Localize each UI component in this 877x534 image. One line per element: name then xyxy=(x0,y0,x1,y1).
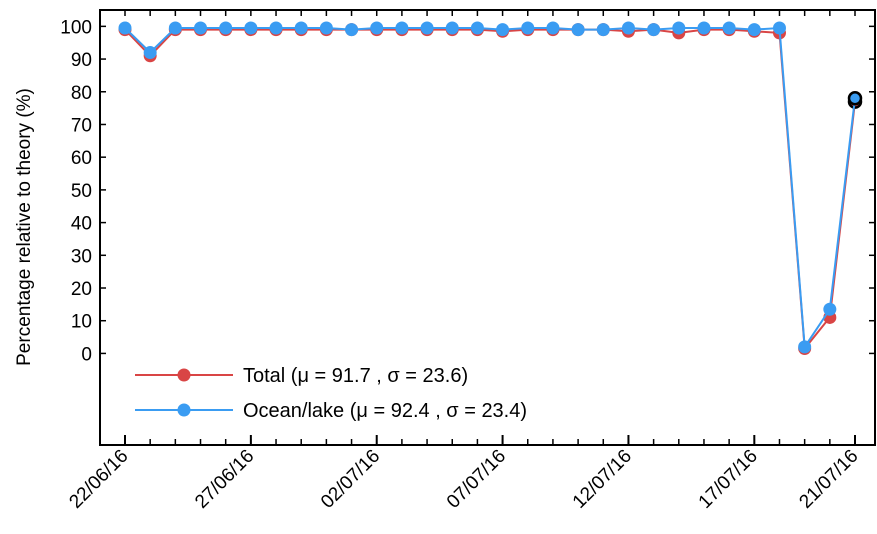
legend-swatch-marker xyxy=(177,403,191,417)
data-point xyxy=(118,21,132,35)
y-tick-label: 30 xyxy=(71,246,92,267)
data-point xyxy=(345,23,359,37)
y-axis: 0 10 20 30 40 50 60 70 80 90 100 xyxy=(60,17,875,365)
y-tick-label: 10 xyxy=(71,312,92,333)
y-tick-label: 60 xyxy=(71,148,92,169)
series-layer xyxy=(118,21,863,356)
data-point xyxy=(445,21,459,35)
data-point xyxy=(143,46,157,60)
x-tick-label: 12/07/16 xyxy=(569,446,636,513)
data-point xyxy=(672,21,686,35)
data-point xyxy=(621,21,635,35)
data-point xyxy=(798,340,812,354)
x-tick-label: 02/07/16 xyxy=(317,446,384,513)
y-axis-label: Percentage relative to theory (%) xyxy=(14,88,35,366)
series-line xyxy=(124,26,856,350)
x-tick-label: 22/06/16 xyxy=(65,446,132,513)
data-point xyxy=(847,91,863,106)
y-tick-label: 0 xyxy=(81,344,92,365)
data-point xyxy=(168,21,182,35)
data-point xyxy=(395,21,409,35)
data-point xyxy=(722,21,736,35)
data-point xyxy=(772,21,786,35)
data-point xyxy=(269,21,283,35)
data-point xyxy=(521,21,535,35)
x-tick-label: 27/06/16 xyxy=(191,446,258,513)
data-point xyxy=(823,302,837,316)
data-point xyxy=(546,21,560,35)
y-tick-label: 90 xyxy=(71,50,92,71)
x-tick-label: 17/07/16 xyxy=(695,446,762,513)
data-point xyxy=(319,21,333,35)
legend-swatch-marker xyxy=(177,368,191,382)
series-total xyxy=(118,23,863,356)
data-point xyxy=(496,23,510,37)
x-tick-label: 21/07/16 xyxy=(795,446,862,513)
plot-area-frame xyxy=(99,9,876,446)
data-point xyxy=(571,23,585,37)
data-point xyxy=(470,21,484,35)
data-point xyxy=(294,21,308,35)
y-tick-label: 50 xyxy=(71,181,92,202)
data-point xyxy=(697,21,711,35)
data-point xyxy=(596,23,610,37)
y-tick-label: 100 xyxy=(60,17,92,38)
legend: Total (μ = 91.7 , σ = 23.6) Ocean/lake (μ… xyxy=(135,365,527,422)
x-axis: 22/06/16 27/06/16 02/07/16 07/07/16 12/07/16… xyxy=(65,10,863,513)
legend-entry-label: Total (μ = 91.7 , σ = 23.6) xyxy=(243,365,468,387)
data-point xyxy=(244,21,258,35)
y-tick-label: 70 xyxy=(71,115,92,136)
data-point xyxy=(747,23,761,37)
data-point xyxy=(194,21,208,35)
data-point xyxy=(219,21,233,35)
series-ocean-lake xyxy=(118,21,863,354)
y-tick-label: 20 xyxy=(71,279,92,300)
x-tick-label: 07/07/16 xyxy=(443,446,510,513)
data-point xyxy=(370,21,384,35)
y-tick-label: 40 xyxy=(71,214,92,235)
data-point xyxy=(647,23,661,37)
y-tick-label: 80 xyxy=(71,83,92,104)
data-point xyxy=(420,21,434,35)
series-line xyxy=(124,28,856,352)
legend-entry-label: Ocean/lake (μ = 92.4 , σ = 23.4) xyxy=(243,400,527,422)
